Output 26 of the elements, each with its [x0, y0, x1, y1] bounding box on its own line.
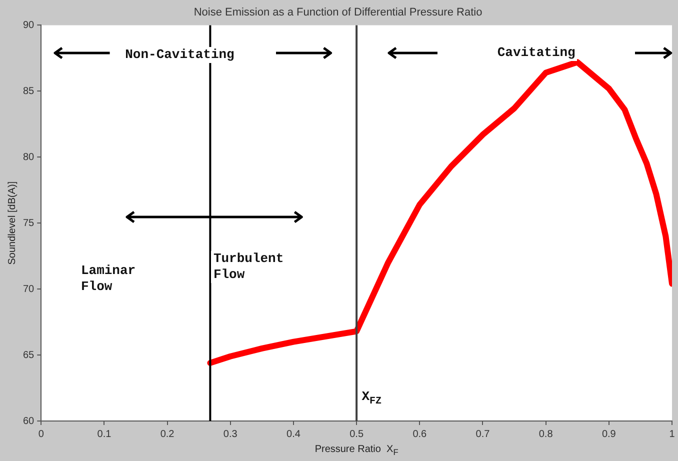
- annotation: Non-Cavitating: [123, 46, 236, 63]
- x-tick-label: 0.5: [350, 428, 364, 440]
- y-tick-label: 60: [23, 416, 35, 427]
- annotation: Turbulent Flow: [211, 250, 286, 283]
- annotation: Laminar Flow: [78, 262, 138, 295]
- x-tick-label: 0.8: [538, 428, 554, 440]
- x-tick-label: 0.2: [160, 428, 175, 440]
- y-tick-label: 90: [23, 20, 35, 31]
- x-tick-label: 0.3: [223, 428, 238, 440]
- x-tick-label: 0.1: [97, 428, 112, 440]
- y-tick-label: 80: [23, 152, 35, 163]
- y-tick-label: 75: [23, 218, 35, 229]
- annotation: X$_{FZ}$: [360, 389, 384, 411]
- x-tick-label: 0.9: [602, 428, 616, 440]
- x-tick-label: 1: [669, 428, 676, 440]
- x-axis-title: Pressure Ratio X$_{F}$: [314, 444, 400, 457]
- x-tick-label: 0: [38, 428, 44, 440]
- annotation: Cavitating: [495, 44, 578, 61]
- x-tick-label: 0.4: [286, 428, 301, 440]
- y-tick-label: 85: [23, 86, 35, 97]
- chart-title: Noise Emission as a Function of Differential Pressure Ratio: [194, 6, 482, 19]
- y-tick-label: 65: [23, 350, 35, 361]
- y-tick-label: 70: [23, 284, 35, 295]
- y-axis-title: Soundlevel [dB(A)]: [6, 181, 18, 265]
- x-tick-label: 0.7: [476, 428, 490, 440]
- x-tick-label: 0.6: [412, 428, 428, 440]
